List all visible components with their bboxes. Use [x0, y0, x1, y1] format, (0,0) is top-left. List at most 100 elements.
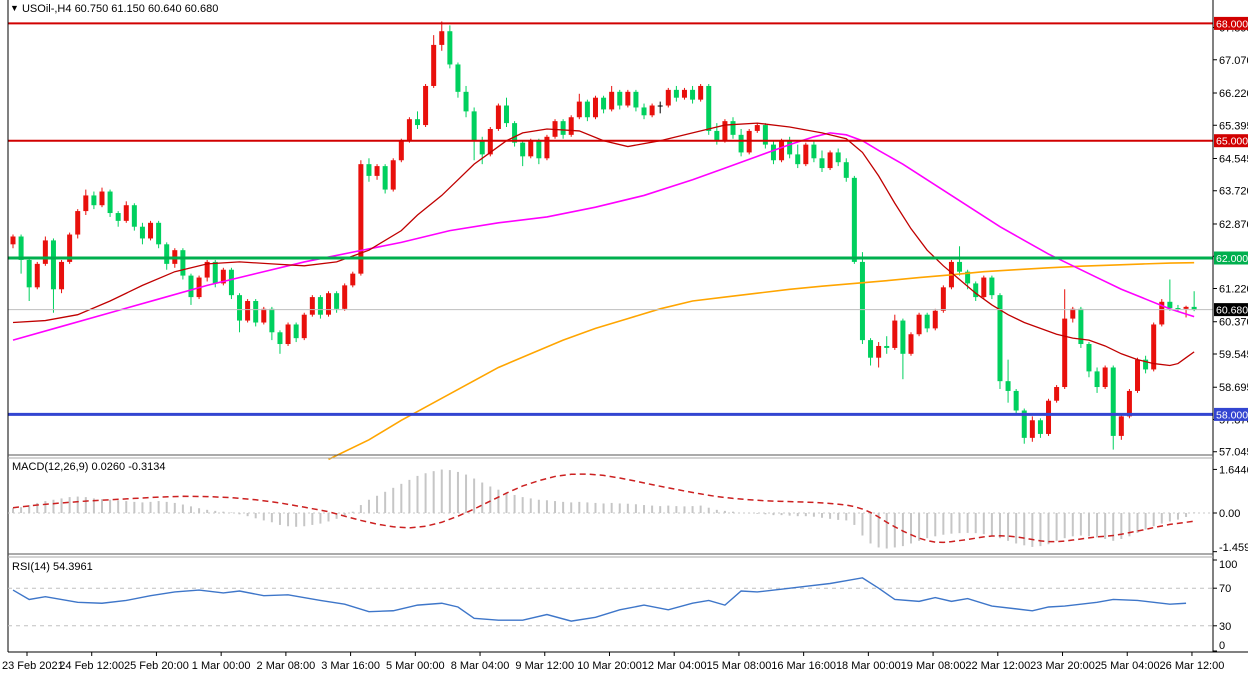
candle-body	[1126, 390, 1132, 417]
candle-body	[285, 324, 291, 345]
price-badge-label: 58.000	[1216, 409, 1248, 421]
candle-body	[625, 91, 631, 106]
rsi-indicator-label: RSI(14) 54.3961	[12, 561, 93, 573]
candle-body	[358, 164, 364, 274]
candle-body	[924, 314, 930, 329]
price-badge-label: 65.000	[1216, 136, 1248, 148]
candle-body	[665, 89, 671, 106]
candle-body	[609, 91, 615, 110]
candle-body	[115, 213, 121, 221]
candle-body	[342, 285, 348, 309]
time-label: 23 Feb 2021	[2, 660, 64, 672]
candle-body	[479, 140, 485, 155]
candle-body	[827, 152, 833, 169]
price-tick-label: 60.370	[1219, 317, 1248, 329]
rsi-tick-label: 0	[1219, 640, 1225, 652]
candle-body	[309, 297, 315, 315]
candle-body	[795, 154, 801, 165]
candle-body	[641, 107, 647, 116]
candle-body	[463, 91, 469, 112]
candle-body	[981, 277, 987, 298]
chart-title: ▼ USOil-,H4 60.750 61.150 60.640 60.680	[10, 3, 218, 15]
price-tick-label: 66.220	[1219, 88, 1248, 100]
candle-body	[673, 89, 679, 98]
candle-body	[398, 140, 404, 161]
candle-body	[730, 121, 736, 135]
candle-body	[884, 345, 890, 348]
candle-body	[1054, 387, 1060, 401]
candle-body	[576, 101, 582, 118]
candle-body	[714, 130, 720, 141]
candle-body	[212, 261, 218, 284]
candle-body	[42, 240, 48, 264]
candle-body	[253, 301, 259, 323]
price-badge-65.000	[1214, 134, 1248, 148]
candle-body	[471, 111, 477, 141]
candle-body	[1159, 301, 1165, 325]
candle-body	[423, 85, 429, 126]
candle-body	[188, 275, 194, 298]
price-tick-label: 65.395	[1219, 120, 1248, 132]
price-tick-label: 62.870	[1219, 219, 1248, 231]
candle-body	[528, 140, 534, 157]
candle-body	[520, 142, 526, 157]
candle-body	[592, 97, 598, 118]
candle-body	[107, 191, 113, 214]
price-badge-label: 60.680	[1216, 305, 1248, 317]
candle-body	[1046, 400, 1052, 434]
macd-tick-label: 0.00	[1219, 508, 1240, 520]
macd-indicator-label: MACD(12,26,9) 0.0260 -0.3134	[12, 461, 166, 473]
price-badge-68.000	[1214, 16, 1248, 30]
time-label: 26 Mar 12:00	[1160, 660, 1225, 672]
symbol-dropdown-marker[interactable]: ▼	[10, 3, 19, 13]
candle-body	[164, 244, 170, 264]
candle-body	[908, 334, 914, 354]
candle-body	[131, 205, 137, 227]
ma-slow-line	[328, 261, 1195, 461]
price-axis[interactable]	[1213, 0, 1248, 652]
time-label: 10 Mar 20:00	[577, 660, 642, 672]
candle-body	[916, 314, 922, 335]
candle-body	[989, 277, 995, 296]
time-label: 25 Feb 20:00	[124, 660, 189, 672]
candle-body	[261, 308, 267, 323]
candle-body	[762, 125, 768, 145]
candle-body	[1118, 416, 1124, 436]
time-label: 5 Mar 00:00	[386, 660, 445, 672]
candle-body	[334, 293, 340, 309]
candle-body	[447, 31, 453, 65]
candle-body	[123, 205, 129, 221]
candle-body	[293, 324, 299, 339]
candle-body	[787, 140, 793, 155]
time-label: 25 Mar 04:00	[1095, 660, 1160, 672]
candle-body	[269, 308, 275, 333]
time-label: 18 Mar 00:00	[836, 660, 901, 672]
price-tick-label: 57.045	[1219, 447, 1248, 459]
candle-body	[26, 259, 32, 288]
candle-body	[75, 211, 81, 235]
price-badge-label: 62.000	[1216, 253, 1248, 265]
candle-body	[156, 222, 162, 245]
candle-body	[1167, 301, 1173, 309]
candle-body	[277, 332, 283, 345]
macd-signal-value: -0.3134	[128, 461, 166, 473]
candle-body	[892, 320, 898, 348]
candle-body	[706, 85, 712, 131]
candle-body	[900, 320, 906, 354]
title-ohlc: 60.750 61.150 60.640 60.680	[74, 3, 219, 15]
time-label: 3 Mar 16:00	[321, 660, 380, 672]
candle-body	[851, 177, 857, 262]
candle-body	[1094, 371, 1100, 388]
candle-body	[455, 64, 461, 92]
price-badge-label: 68.000	[1216, 18, 1248, 30]
candle-body	[868, 340, 874, 358]
candle-body	[503, 105, 509, 124]
candle-body	[690, 89, 696, 100]
time-label: 24 Feb 12:00	[59, 660, 124, 672]
candle-body	[940, 287, 946, 311]
candle-body	[366, 164, 372, 176]
candle-body	[317, 297, 323, 315]
time-axis[interactable]	[0, 652, 1248, 679]
